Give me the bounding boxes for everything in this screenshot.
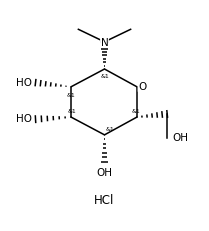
Text: HCl: HCl	[94, 193, 115, 206]
Text: HO: HO	[16, 77, 32, 87]
Text: &1: &1	[101, 73, 110, 79]
Text: OH: OH	[97, 167, 112, 177]
Text: OH: OH	[172, 132, 189, 142]
Text: HO: HO	[16, 114, 32, 124]
Text: &1: &1	[68, 108, 76, 113]
Text: O: O	[138, 82, 147, 92]
Text: &1: &1	[132, 108, 140, 113]
Text: N: N	[101, 38, 108, 48]
Text: &1: &1	[66, 92, 75, 97]
Text: &1: &1	[105, 127, 114, 131]
